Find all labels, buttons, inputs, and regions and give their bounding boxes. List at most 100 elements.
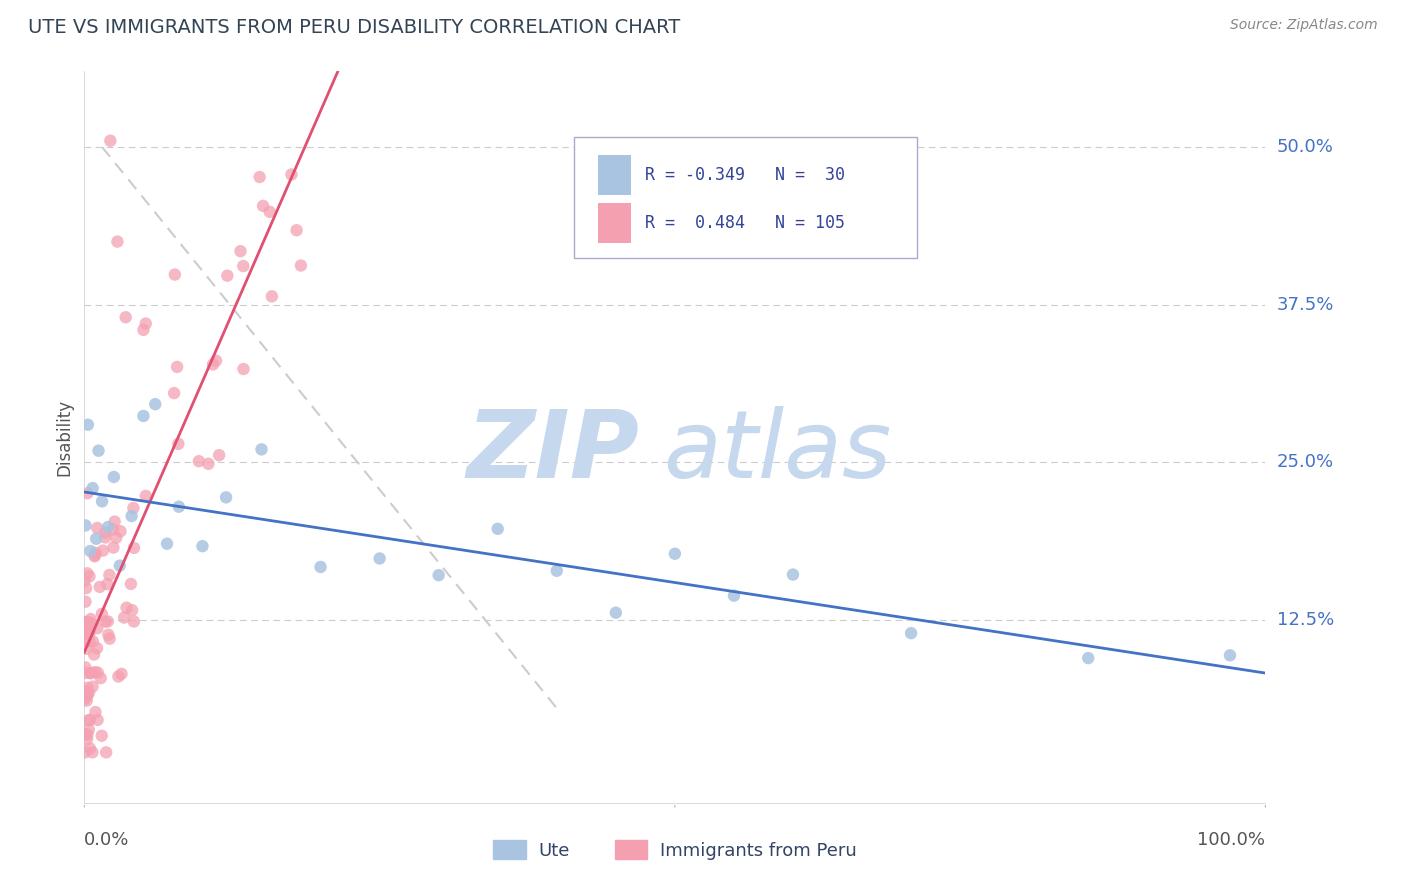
Point (83, 549, 105, 564)
Point (73, 745, 96, 759)
Point (110, 666, 132, 681)
Point (76, 732, 98, 747)
Point (86, 621, 108, 635)
Point (135, 489, 157, 503)
Point (76, 566, 98, 581)
Bar (598, 155, 631, 195)
Point (260, 289, 283, 303)
Point (215, 491, 238, 505)
Y-axis label: Disability: Disability (55, 399, 73, 475)
Point (83, 648, 105, 662)
Point (201, 358, 224, 372)
Point (232, 362, 254, 376)
Point (107, 669, 129, 683)
Point (75, 727, 97, 741)
Point (91, 494, 114, 508)
Point (73, 623, 96, 637)
Text: 37.5%: 37.5% (1277, 295, 1334, 314)
Point (782, 567, 804, 582)
Point (87, 443, 110, 458)
Text: Source: ZipAtlas.com: Source: ZipAtlas.com (1230, 18, 1378, 32)
Point (115, 600, 138, 615)
Point (98, 134, 121, 148)
Point (84, 705, 107, 719)
Point (82, 634, 104, 648)
Point (89, 580, 111, 594)
Point (73, 615, 96, 630)
Point (79, 544, 101, 558)
Point (112, 610, 135, 624)
Point (98, 568, 121, 582)
Point (75, 632, 97, 647)
Point (208, 448, 231, 462)
Point (76, 688, 98, 702)
Text: UTE VS IMMIGRANTS FROM PERU DISABILITY CORRELATION CHART: UTE VS IMMIGRANTS FROM PERU DISABILITY C… (28, 18, 681, 37)
Point (83, 665, 105, 680)
Point (82, 745, 104, 759)
Point (75, 518, 97, 533)
Point (75, 660, 97, 674)
Text: 12.5%: 12.5% (1277, 611, 1334, 629)
Point (87, 665, 110, 680)
Point (187, 454, 209, 468)
Point (250, 442, 273, 457)
Text: 25.0%: 25.0% (1277, 453, 1334, 471)
Point (84, 532, 107, 546)
Point (83, 549, 105, 563)
Point (285, 223, 308, 237)
Point (105, 531, 128, 545)
Point (166, 359, 188, 374)
Point (84, 546, 107, 560)
Point (664, 547, 686, 561)
Point (252, 199, 274, 213)
Point (79, 713, 101, 727)
Point (101, 522, 124, 536)
Point (97, 520, 120, 534)
Point (1077, 651, 1099, 665)
Point (122, 541, 145, 555)
Text: 0.0%: 0.0% (84, 830, 129, 848)
Legend: Ute, Immigrants from Peru: Ute, Immigrants from Peru (486, 833, 863, 867)
Point (132, 409, 155, 423)
Point (94, 525, 117, 540)
Point (605, 606, 627, 620)
Point (191, 539, 214, 553)
Point (122, 501, 145, 516)
Point (290, 259, 312, 273)
Point (76, 684, 98, 698)
Point (121, 603, 143, 617)
Point (232, 259, 254, 273)
Point (75, 595, 97, 609)
Point (73, 574, 96, 588)
Point (163, 386, 186, 401)
Text: atlas: atlas (664, 406, 891, 497)
Point (76, 693, 98, 707)
Point (75, 581, 97, 595)
Point (77, 723, 100, 737)
FancyBboxPatch shape (575, 137, 917, 258)
Point (97, 615, 120, 629)
Point (86, 641, 108, 656)
Text: R = -0.349   N =  30: R = -0.349 N = 30 (645, 166, 845, 184)
Point (132, 323, 155, 337)
Point (82, 680, 104, 694)
Point (75, 665, 97, 680)
Text: 100.0%: 100.0% (1198, 830, 1265, 848)
Point (82, 481, 104, 495)
Bar (598, 202, 631, 243)
Point (108, 558, 131, 573)
Point (79, 569, 101, 583)
Point (79, 612, 101, 626)
Point (107, 235, 129, 249)
Point (135, 317, 157, 331)
Point (76, 689, 98, 703)
Point (79, 666, 101, 681)
Text: 50.0%: 50.0% (1277, 138, 1333, 156)
Point (122, 615, 145, 629)
Point (97, 628, 120, 642)
Point (80, 666, 103, 681)
Point (156, 537, 179, 551)
Point (205, 353, 228, 368)
Point (96, 577, 118, 591)
Point (86, 521, 108, 535)
